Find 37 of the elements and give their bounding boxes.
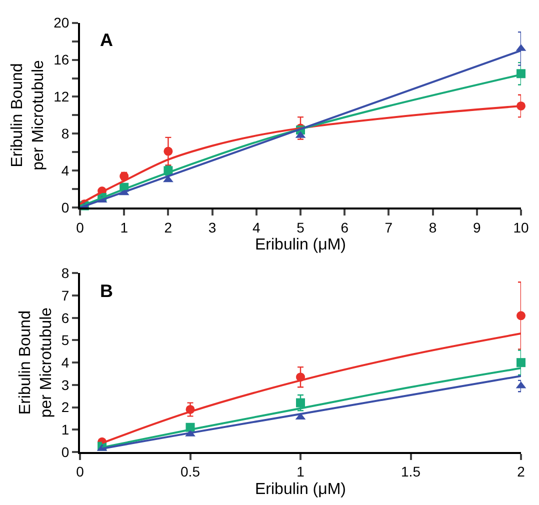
x-tick-label: 0.5 [180,464,200,480]
y-tick-label: 12 [54,88,70,105]
x-tick-label: 10 [513,219,529,236]
y-tick-label: 20 [54,14,70,31]
x-tick-label: 7 [384,219,393,236]
y-tick-label: 0 [61,444,70,460]
x-tick-label: 0 [76,219,84,236]
x-tick-label: 1.5 [401,464,421,480]
x-axis-title: Eribulin (μM) [254,236,346,254]
annotation: B [100,281,113,301]
y-tick-label: 4 [61,162,70,179]
x-tick-label: 2 [164,219,172,236]
y-tick-label: 1 [61,422,70,438]
x-tick-label: 0 [76,464,84,480]
y-tick-label: 8 [61,265,70,282]
x-tick-label: 3 [208,219,216,236]
x-tick-label: 5 [296,219,305,236]
x-tick-label: 8 [428,219,437,236]
y-axis-title: Eribulin Bound per Microtubule [9,60,48,170]
x-tick-label: 9 [473,219,481,236]
x-tick-label: 6 [340,219,349,236]
y-tick-label: 4 [61,354,70,370]
y-tick-label: 0 [61,200,70,216]
y-tick-label: 16 [54,52,70,68]
y-tick-label: 6 [61,310,70,326]
y-axis-title: Eribulin Bound per Microtubule [17,307,55,418]
y-tick-label: 5 [61,332,70,348]
y-tick-label: 8 [61,126,70,142]
x-tick-label: 2 [517,464,526,480]
y-tick-label: 3 [61,376,70,393]
x-tick-label: 4 [252,219,260,236]
x-tick-label: 1 [296,464,305,480]
y-tick-label: 7 [61,287,70,304]
x-tick-label: 1 [120,219,128,236]
y-tick-label: 2 [61,399,70,416]
annotation: A [100,30,113,50]
x-axis-title: Eribulin (μM) [254,480,346,498]
